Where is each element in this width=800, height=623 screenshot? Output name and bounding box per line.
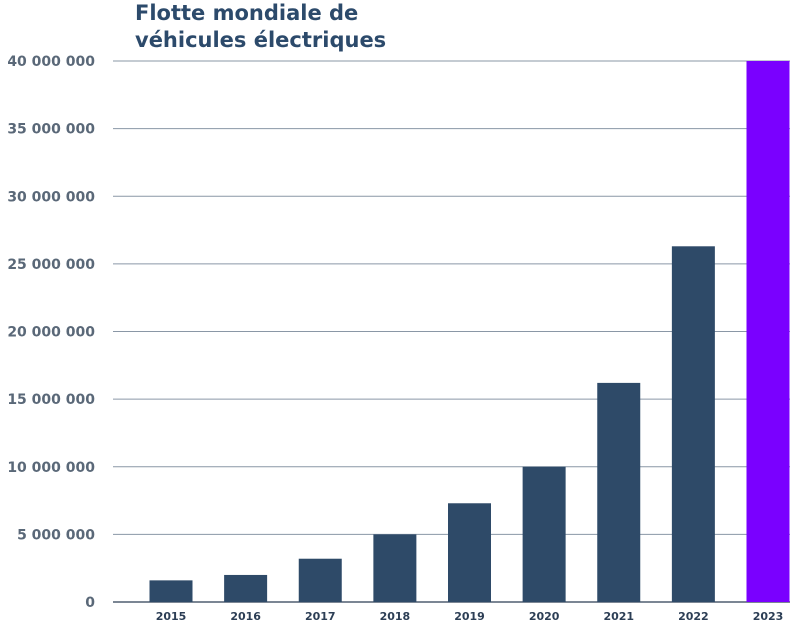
gridlines — [113, 60, 790, 603]
x-tick-label: 2023 — [753, 610, 784, 623]
bar-2023 — [746, 61, 790, 602]
y-tick-label: 30 000 000 — [7, 189, 95, 205]
bar-2016 — [224, 574, 268, 602]
y-tick-label: 15 000 000 — [7, 392, 95, 408]
chart-title-line-2: véhicules électriques — [135, 28, 386, 52]
x-tick-label: 2022 — [678, 610, 709, 623]
x-tick-label: 2020 — [529, 610, 560, 623]
y-tick-label: 10 000 000 — [7, 460, 95, 476]
bar-2021 — [597, 382, 641, 602]
y-tick-label: 20 000 000 — [7, 325, 95, 341]
x-tick-label: 2016 — [230, 610, 261, 623]
x-tick-label: 2017 — [305, 610, 336, 623]
bar-2015 — [149, 580, 193, 602]
y-tick-label: 40 000 000 — [7, 54, 95, 70]
bar-2022 — [671, 246, 715, 603]
x-axis-ticks: 2015 2016 2017 2018 2019 2020 2021 2022 2023 — [156, 610, 784, 623]
x-tick-label: 2018 — [380, 610, 411, 623]
bar-2017 — [298, 558, 342, 602]
bar-2019 — [448, 503, 491, 602]
bar-2020 — [522, 466, 566, 602]
chart-title-line-1: Flotte mondiale de — [135, 1, 358, 25]
x-tick-label: 2015 — [156, 610, 187, 623]
y-tick-label: 0 — [85, 595, 95, 611]
y-tick-label: 25 000 000 — [7, 257, 95, 273]
y-tick-label: 35 000 000 — [7, 122, 95, 138]
y-axis-ticks: 0 5 000 000 10 000 000 15 000 000 20 000 000… — [7, 54, 95, 611]
bars — [149, 61, 790, 603]
x-tick-label: 2021 — [603, 610, 634, 623]
y-tick-label: 5 000 000 — [17, 527, 95, 543]
x-tick-label: 2019 — [454, 610, 485, 623]
bar-2018 — [373, 534, 417, 602]
